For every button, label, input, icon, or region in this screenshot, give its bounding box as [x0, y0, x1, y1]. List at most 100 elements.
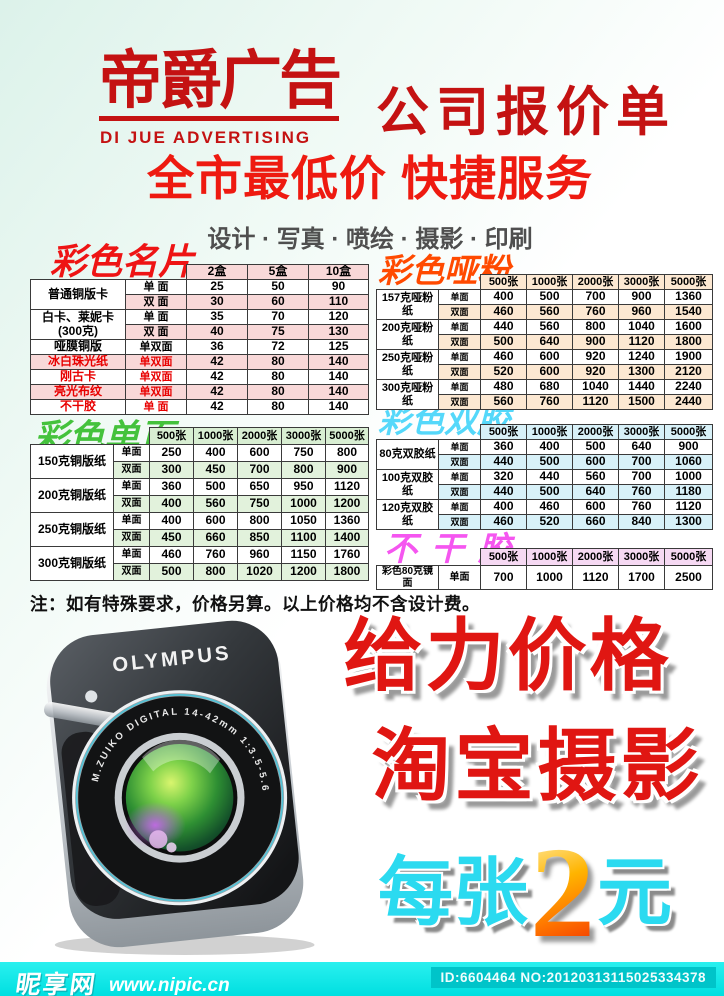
page-title: 公司报价单: [376, 83, 676, 142]
side-cell: 单面: [113, 444, 150, 462]
price-cell: 60: [247, 294, 309, 310]
price-prefix: 每张: [377, 850, 528, 934]
site-url: www.nipic.cn: [109, 975, 230, 996]
table-row: 刚古卡 单双面 42 80 140: [30, 369, 369, 385]
price-cell: 35: [186, 309, 248, 325]
table-corner: [377, 275, 481, 290]
price-cell: 1120: [664, 499, 713, 515]
price-cell: 750: [281, 444, 326, 462]
price-cell: 500: [572, 439, 619, 455]
price-table: 2盒 5盒 10盒 普通铜版卡单 面 25 50 90 双 面 30 60 110 白卡、莱妮卡 (3…: [30, 264, 369, 415]
price-cell: 1540: [664, 304, 713, 320]
price-cell: 700: [237, 461, 282, 479]
table-row: 双面 300 450 700 800 900: [31, 461, 369, 479]
table-row: 157克哑粉纸 单面 400 500 700 900 1360: [376, 289, 713, 320]
column-header: 5000张: [664, 274, 713, 290]
price-cell: 1120: [618, 334, 665, 350]
price-cell: 40: [186, 324, 248, 340]
price-cell: 1240: [618, 349, 665, 365]
table-row: 亮光布纹 单双面 42 80 140: [30, 384, 369, 400]
table-corner: [31, 265, 187, 280]
price-cell: 1120: [572, 394, 619, 410]
column-header: 500张: [480, 424, 527, 440]
price-cell: 130: [308, 324, 369, 340]
product-cell: 刚古卡: [30, 369, 126, 385]
column-header: 2000张: [572, 548, 619, 566]
column-header: 2000张: [572, 274, 619, 290]
price-cell: 42: [186, 384, 248, 400]
price-cell: 700: [572, 289, 619, 305]
table-row: 80克双胶纸 单面 360 400 500 640 900: [376, 439, 713, 470]
price-cell: 640: [618, 439, 665, 455]
header-row: 500张 1000张 2000张 3000张 5000张: [377, 548, 713, 566]
table-row: 双 面 40 75 130: [31, 324, 369, 340]
side-cell: 单面: [438, 469, 481, 485]
price-cell: 920: [572, 349, 619, 365]
price-cell: 440: [526, 469, 573, 485]
side-cell: 双面: [113, 563, 150, 581]
side-cell: 双面: [438, 484, 481, 500]
price-cell: 660: [193, 529, 238, 547]
price-cell: 960: [618, 304, 665, 320]
product-cell: 白卡、莱妮卡 (300克): [30, 309, 126, 340]
product-cell: 120克双胶纸: [376, 499, 439, 530]
table-row: 150克铜版纸 单面 250 400 600 750 800: [30, 444, 369, 479]
price-cell: 2440: [664, 394, 713, 410]
side-cell: 双面: [438, 334, 481, 350]
color-flyer-price-table: 500张 1000张 2000张 3000张 5000张 150克铜版纸 单面 250 400 6…: [30, 427, 369, 581]
slogan-text: 全市最低价 快捷服务: [146, 152, 594, 205]
table-row: 双面 520 600 920 1300 2120: [377, 364, 713, 380]
side-cell: 单 面: [125, 279, 187, 295]
price-cell: 1600: [664, 319, 713, 335]
price-cell: 800: [237, 512, 282, 530]
price-cell: 700: [480, 565, 527, 590]
offset-paper-price-table: 500张 1000张 2000张 3000张 5000张 80克双胶纸 单面 360 400 50…: [376, 424, 713, 530]
note-text: 注：如有特殊要求，价格另算。以上价格均不含设计费。: [30, 594, 480, 614]
price-cell: 760: [618, 499, 665, 515]
table-row: 普通铜版卡单 面 25 50 90: [30, 279, 369, 310]
table-row: 双面 500 640 900 1120 1800: [377, 334, 713, 350]
price-cell: 700: [618, 469, 665, 485]
promo-line-taobao: 淘宝摄影: [371, 721, 704, 810]
price-cell: 110: [308, 294, 369, 310]
side-cell: 单面: [113, 512, 150, 530]
price-cell: 1800: [325, 563, 369, 581]
product-cell: 哑膜铜版: [30, 339, 126, 355]
table-row: 250克哑粉纸 单面 460 600 920 1240 1900: [376, 349, 713, 380]
table-row: 彩色80克镜面 单面 700 1000 1120 1700 2500: [376, 565, 713, 590]
side-cell: 单面: [438, 289, 481, 305]
price-cell: 520: [480, 364, 527, 380]
price-cell: 660: [572, 514, 619, 530]
side-cell: 单面: [438, 439, 481, 455]
price-cell: 440: [480, 319, 527, 335]
brand-title: 帝爵广告: [99, 50, 342, 121]
side-cell: 单双面: [125, 369, 187, 385]
price-cell: 1400: [325, 529, 369, 547]
side-cell: 单面: [438, 349, 481, 365]
price-cell: 600: [193, 512, 238, 530]
table-row: 300克哑粉纸 单面 480 680 1040 1440 2240: [376, 379, 713, 410]
price-cell: 560: [526, 319, 573, 335]
price-cell: 400: [149, 512, 194, 530]
side-cell: 单 面: [125, 399, 187, 415]
price-cell: 560: [480, 394, 527, 410]
column-header: 1000张: [526, 424, 573, 440]
price-cell: 80: [247, 354, 309, 370]
promo-price-line: 每张2元: [330, 828, 720, 958]
price-cell: 1040: [572, 379, 619, 395]
price-cell: 840: [618, 514, 665, 530]
side-cell: 单面: [113, 478, 150, 496]
price-cell: 500: [526, 454, 573, 470]
header-row: 500张 1000张 2000张 3000张 5000张: [377, 274, 713, 290]
price-cell: 600: [526, 364, 573, 380]
side-cell: 单面: [438, 499, 481, 515]
price-cell: 400: [480, 499, 527, 515]
price-cell: 480: [480, 379, 527, 395]
price-cell: 500: [526, 289, 573, 305]
product-cell: 200克铜版纸: [30, 478, 114, 513]
price-cell: 960: [237, 546, 282, 564]
price-suffix: 元: [597, 850, 673, 934]
column-header: 500张: [480, 548, 527, 566]
promo-line-price: 给力价格: [343, 611, 672, 700]
price-cell: 1120: [325, 478, 369, 496]
